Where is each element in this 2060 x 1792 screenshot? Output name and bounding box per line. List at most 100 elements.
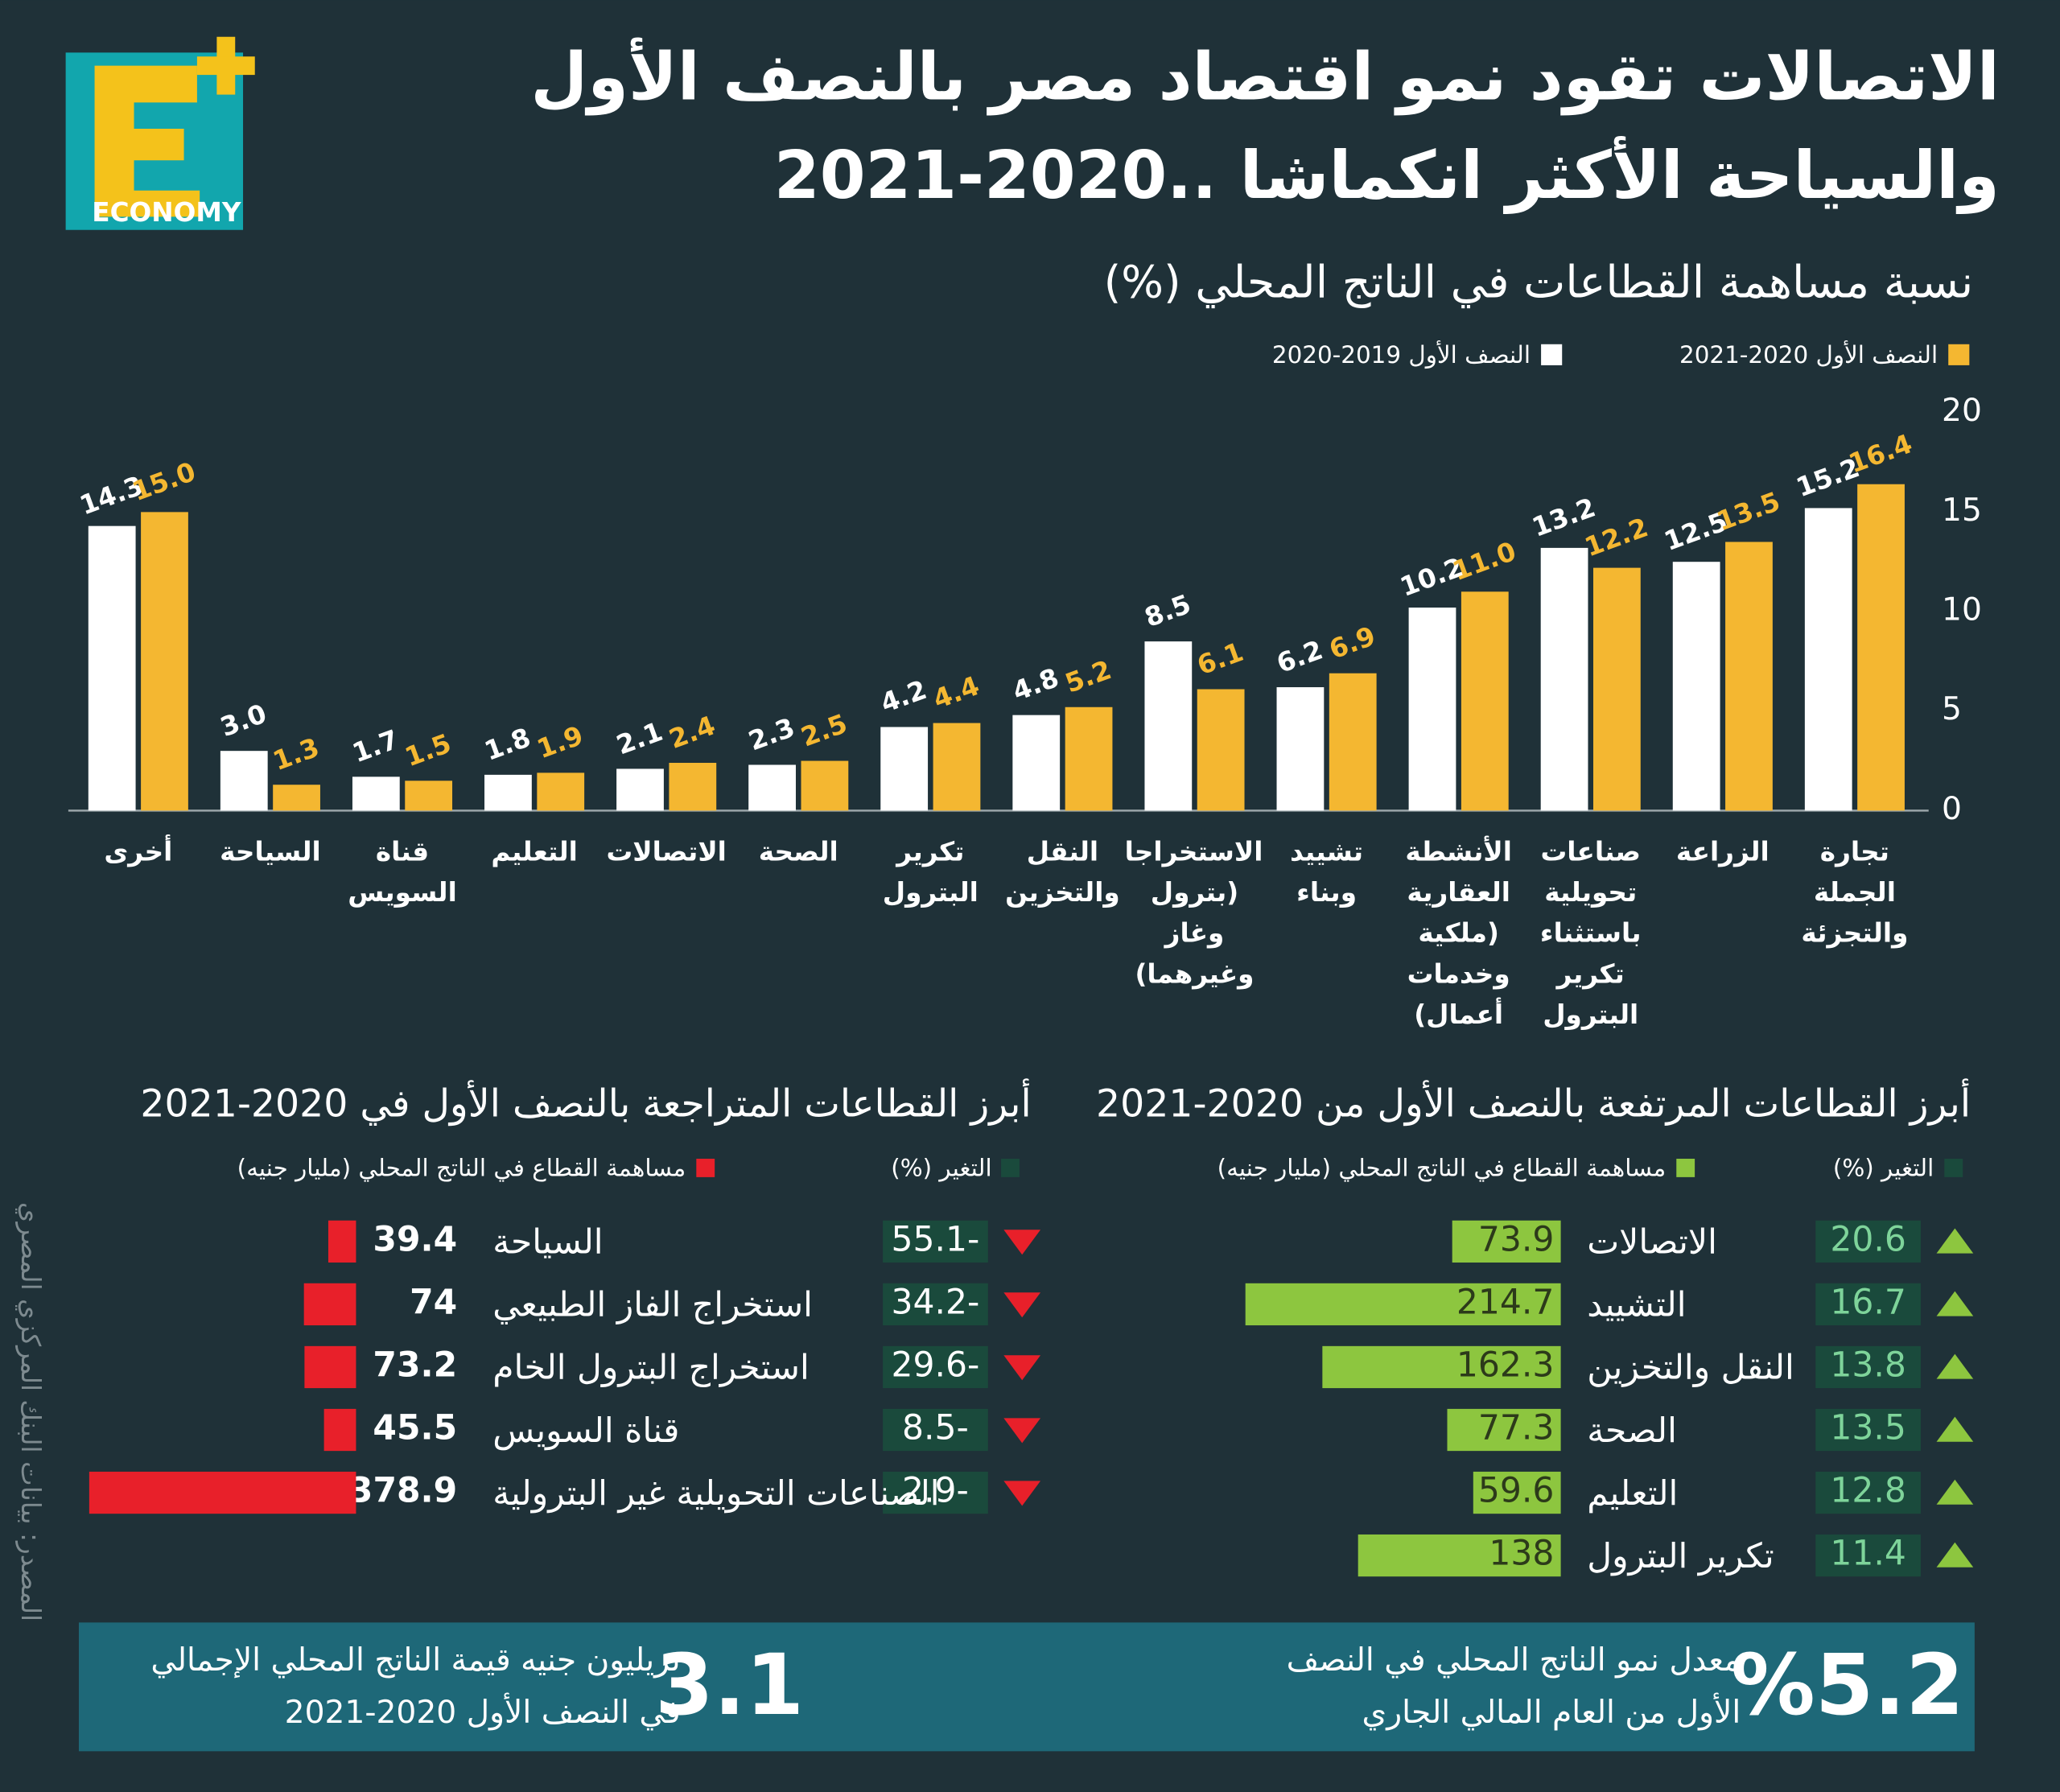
change-box bbox=[883, 1345, 988, 1389]
chart-title: نسبة مساهمة القطاعات في الناتج المحلي (%… bbox=[1104, 256, 1974, 308]
down-arrow bbox=[1003, 1481, 1041, 1506]
sector-name: الصحة bbox=[1587, 1411, 1677, 1451]
data-label: 39.4 bbox=[373, 1220, 457, 1259]
up-arrow bbox=[1936, 1291, 1974, 1316]
x-label-box: السياحة bbox=[220, 835, 321, 867]
bar bbox=[1329, 673, 1377, 811]
bar bbox=[669, 763, 717, 811]
x-label-box: أخرى bbox=[104, 835, 172, 867]
data-label: 73.2 bbox=[373, 1345, 457, 1385]
bar bbox=[1461, 591, 1509, 811]
gdp-text: في النصف الأول 2020-2021 bbox=[285, 1692, 681, 1731]
bar bbox=[220, 751, 268, 811]
bar bbox=[273, 785, 320, 811]
legend-label: النصف الأول 2020-2021 bbox=[1679, 340, 1938, 369]
legend-swatch bbox=[1944, 1159, 1963, 1177]
gdp-value: 3.1 bbox=[655, 1636, 804, 1734]
legend-label: التغير (%) bbox=[1833, 1155, 1934, 1182]
data-label: 74 bbox=[410, 1283, 457, 1322]
change-label: 8.5- bbox=[902, 1409, 969, 1448]
legend-swatch bbox=[1676, 1159, 1695, 1177]
sector-name: قناة السويس bbox=[492, 1411, 679, 1451]
bar bbox=[1473, 1471, 1561, 1514]
bar bbox=[616, 768, 664, 811]
change-label: 34.2- bbox=[892, 1283, 980, 1322]
x-label-box: صناعات تحويلية باستثناء تكرير البترول bbox=[1539, 835, 1642, 1031]
x-label-box: النقل والتخزين bbox=[1005, 835, 1120, 908]
data-label: 138 bbox=[1489, 1535, 1554, 1574]
change-label: 11.4 bbox=[1830, 1535, 1906, 1574]
title: الاتصالات تقود نمو اقتصاد مصر بالنصف الأ… bbox=[530, 37, 1999, 117]
bar bbox=[1452, 1220, 1561, 1263]
sector-name: النقل والتخزين bbox=[1587, 1349, 1794, 1388]
data-label: 214.7 bbox=[1456, 1283, 1555, 1322]
change-box bbox=[883, 1408, 988, 1452]
sector-name: السياحة bbox=[492, 1223, 603, 1263]
y-tick-label: 5 bbox=[1942, 691, 1962, 727]
x-label-box: تجارة الجملة والتجزئة bbox=[1801, 835, 1909, 949]
x-tick-label: تجارة الجملة والتجزئة bbox=[1801, 835, 1909, 949]
change-box bbox=[1815, 1220, 1921, 1263]
bar bbox=[880, 727, 929, 811]
data-label: 378.9 bbox=[349, 1472, 457, 1511]
x-label-box: الزراعة bbox=[1676, 835, 1770, 867]
bar bbox=[1593, 567, 1641, 811]
bar bbox=[1447, 1408, 1561, 1452]
bar bbox=[303, 1283, 356, 1326]
bar bbox=[1012, 715, 1061, 811]
bar bbox=[1408, 608, 1456, 811]
sector-name: الصناعات التحويلية غير البترولية bbox=[492, 1474, 939, 1514]
up-arrow bbox=[1936, 1479, 1974, 1505]
legend-label: النصف الأول 2019-2020 bbox=[1272, 340, 1531, 369]
source: المصدر: بيانات البنك المركزي المصري bbox=[15, 1202, 46, 1621]
change-box bbox=[883, 1283, 988, 1326]
data-label: 162.3 bbox=[1456, 1345, 1555, 1385]
bar bbox=[1725, 542, 1773, 811]
sector-name: التشييد bbox=[1587, 1286, 1686, 1325]
title: والسياحة الأكثر انكماشا ..2020-2021 bbox=[774, 135, 2000, 215]
bar bbox=[1540, 547, 1588, 811]
change-box bbox=[1815, 1345, 1921, 1389]
x-tick-label: تكرير البترول bbox=[882, 835, 978, 908]
change-label: 16.7 bbox=[1830, 1283, 1906, 1322]
footer-box bbox=[78, 1622, 1975, 1752]
bar bbox=[405, 781, 453, 811]
bar bbox=[1276, 687, 1325, 811]
legend-label: مساهمة القطاع في الناتج المحلي (مليار جن… bbox=[1217, 1155, 1667, 1183]
change-box bbox=[883, 1471, 988, 1514]
sector-name: استخراج الفاز الطبيعي bbox=[492, 1286, 813, 1325]
bar bbox=[1197, 689, 1245, 811]
change-label: 2.9- bbox=[902, 1472, 969, 1511]
sector-name: استخراج البترول الخام bbox=[492, 1349, 810, 1388]
bar bbox=[1804, 508, 1852, 811]
bar bbox=[1358, 1534, 1561, 1577]
change-label: 12.8 bbox=[1830, 1472, 1906, 1511]
bar bbox=[1245, 1283, 1561, 1326]
data-label: 73.9 bbox=[1478, 1220, 1554, 1259]
growth-text: الأول من العام المالي الجاري bbox=[1362, 1692, 1741, 1731]
change-label: 13.5 bbox=[1830, 1409, 1906, 1448]
change-box bbox=[1815, 1471, 1921, 1514]
change-box bbox=[1815, 1283, 1921, 1326]
x-tick-label: التعليم bbox=[491, 835, 578, 867]
logo-plus bbox=[196, 56, 255, 76]
bar bbox=[323, 1408, 356, 1452]
sector-name: تكرير البترول bbox=[1587, 1537, 1774, 1576]
x-label-box: الأنشطة العقارية (ملكية وخدمات أعمال) bbox=[1405, 835, 1512, 1031]
change-label: 20.6 bbox=[1830, 1220, 1906, 1259]
x-tick-label: الأنشطة العقارية (ملكية وخدمات أعمال) bbox=[1405, 835, 1512, 1031]
footer: %5.2 معدل نمو الناتج المحلي في النصف الأ… bbox=[78, 1622, 1975, 1752]
growth-value: %5.2 bbox=[1731, 1636, 1964, 1734]
up-arrow bbox=[1936, 1416, 1974, 1442]
bar bbox=[1857, 484, 1905, 811]
bar bbox=[88, 525, 136, 811]
logo-e bbox=[94, 65, 200, 217]
x-tick-label: صناعات تحويلية باستثناء تكرير البترول bbox=[1539, 835, 1642, 1031]
x-label-box: الصحة bbox=[759, 835, 838, 867]
up-arrow bbox=[1936, 1542, 1974, 1567]
data-label: 59.6 bbox=[1478, 1472, 1554, 1511]
legend-swatch bbox=[1001, 1159, 1020, 1177]
bar bbox=[1322, 1345, 1561, 1389]
legend-swatch bbox=[1948, 344, 1970, 365]
